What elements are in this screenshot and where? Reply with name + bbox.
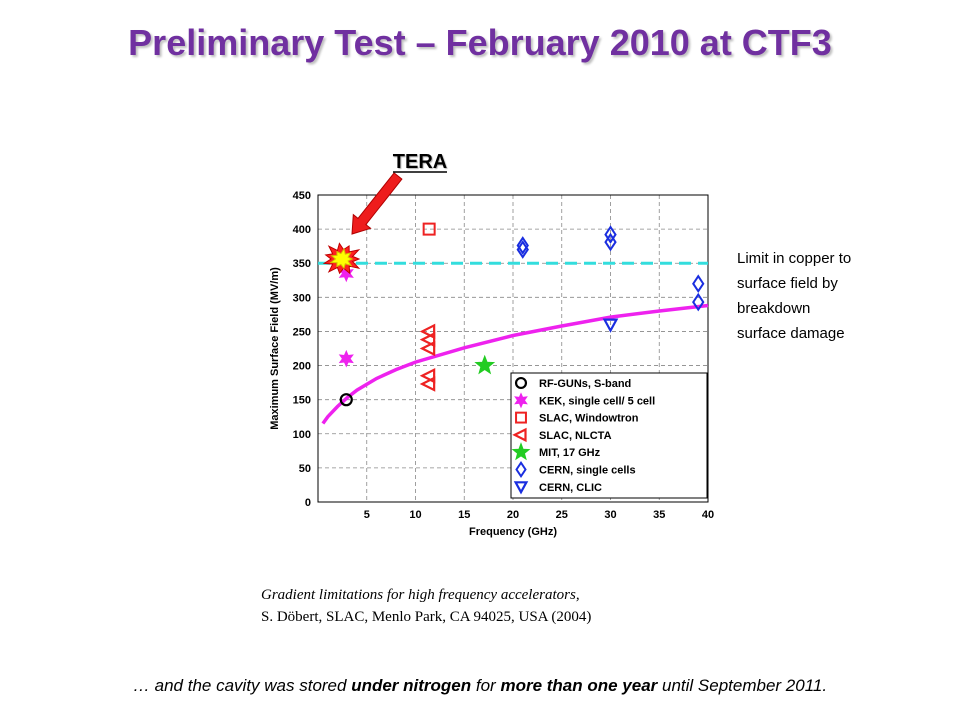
footnote-emphasis: more than one year [500, 676, 658, 695]
x-tick-label: 25 [556, 509, 568, 521]
x-axis-title: Frequency (GHz) [469, 526, 557, 538]
y-tick-label: 300 [293, 292, 311, 304]
side-note-line: surface damage [737, 325, 845, 342]
y-tick-label: 0 [305, 497, 311, 509]
citation-title: Gradient limitations for high frequency … [261, 587, 580, 603]
data-points [338, 222, 705, 407]
footnote-text: until September 2011. [657, 676, 828, 695]
y-tick-label: 150 [293, 395, 311, 407]
citation-source: S. Döbert, SLAC, Menlo Park, CA 94025, U… [261, 609, 592, 625]
y-tick-label: 450 [293, 190, 311, 202]
x-tick-label: 10 [409, 509, 421, 521]
legend-label: RF-GUNs, S-band [539, 378, 631, 390]
tera-burst-icon [322, 242, 361, 275]
x-tick-label: 15 [458, 509, 470, 521]
footnote-emphasis: under nitrogen [351, 676, 472, 695]
side-note-line: Limit in copper to [737, 250, 852, 267]
marker-triangle-left [419, 323, 436, 340]
legend-label: CERN, CLIC [539, 482, 602, 494]
marker-star [511, 442, 531, 461]
legend-label: MIT, 17 GHz [539, 447, 601, 459]
footnote-text: for [471, 676, 501, 695]
tera-label: TERA [393, 151, 447, 173]
marker-square [422, 222, 436, 236]
footnote: … and the cavity was stored under nitrog… [0, 676, 960, 696]
marker-triangle-left [419, 340, 436, 357]
marker-star [338, 349, 354, 368]
y-tick-label: 400 [293, 224, 311, 236]
marker-triangle-down [602, 318, 619, 333]
legend-box [510, 372, 708, 499]
marker-star [474, 354, 496, 375]
marker-diamond [692, 274, 705, 293]
marker-diamond [692, 292, 705, 312]
marker-circle [339, 393, 353, 407]
marker-diamond [516, 236, 529, 255]
x-tick-label: 40 [702, 509, 714, 521]
arrow-shape [351, 172, 403, 235]
marker-triangle-left [419, 368, 436, 384]
side-note-line: surface field by [737, 275, 838, 292]
marker-square [515, 411, 527, 424]
y-tick-label: 200 [293, 361, 311, 373]
legend-label: SLAC, Windowtron [539, 413, 639, 425]
marker-triangle-down [513, 481, 529, 495]
legend-label: CERN, single cells [539, 465, 636, 477]
marker-triangle-left [419, 376, 436, 392]
footnote-text: … and the cavity was stored [132, 676, 352, 695]
fit-curve [321, 303, 709, 425]
x-tick-label: 20 [507, 509, 519, 521]
marker-circle [514, 376, 528, 390]
marker-diamond [604, 232, 617, 252]
marker-diamond [604, 225, 617, 244]
y-axis-title: Maximum Surface Field (MV/m) [269, 267, 281, 430]
marker-triangle-left [419, 331, 436, 348]
burst-inner [329, 247, 354, 270]
citation: Gradient limitations for high frequency … [261, 584, 781, 628]
side-note-line: breakdown [737, 300, 811, 317]
marker-star [514, 392, 528, 409]
x-tick-label: 30 [604, 509, 616, 521]
slide-title: Preliminary Test – February 2010 at CTF3 [128, 22, 832, 63]
legend-label: KEK, single cell/ 5 cell [539, 395, 655, 407]
marker-triangle-left [512, 427, 527, 443]
y-tick-label: 350 [293, 258, 311, 270]
legend-label: SLAC, NLCTA [539, 430, 612, 442]
side-note: Limit in copper to surface field by brea… [737, 246, 912, 346]
x-tick-label: 35 [653, 509, 665, 521]
tick-labels: 5 10 15 20 25 30 35 400501001502002503003504004… [293, 190, 714, 521]
marker-diamond [516, 240, 529, 259]
legend: RF-GUNs, S-band KEK, single cell/ 5 cell S… [510, 372, 708, 499]
plot-frame [317, 194, 709, 503]
marker-diamond [515, 460, 527, 479]
y-tick-label: 50 [299, 463, 311, 475]
tera-arrow-icon [351, 172, 403, 235]
x-tick-label: 5 [364, 509, 370, 521]
y-tick-label: 100 [293, 429, 311, 441]
y-tick-label: 250 [293, 326, 311, 338]
